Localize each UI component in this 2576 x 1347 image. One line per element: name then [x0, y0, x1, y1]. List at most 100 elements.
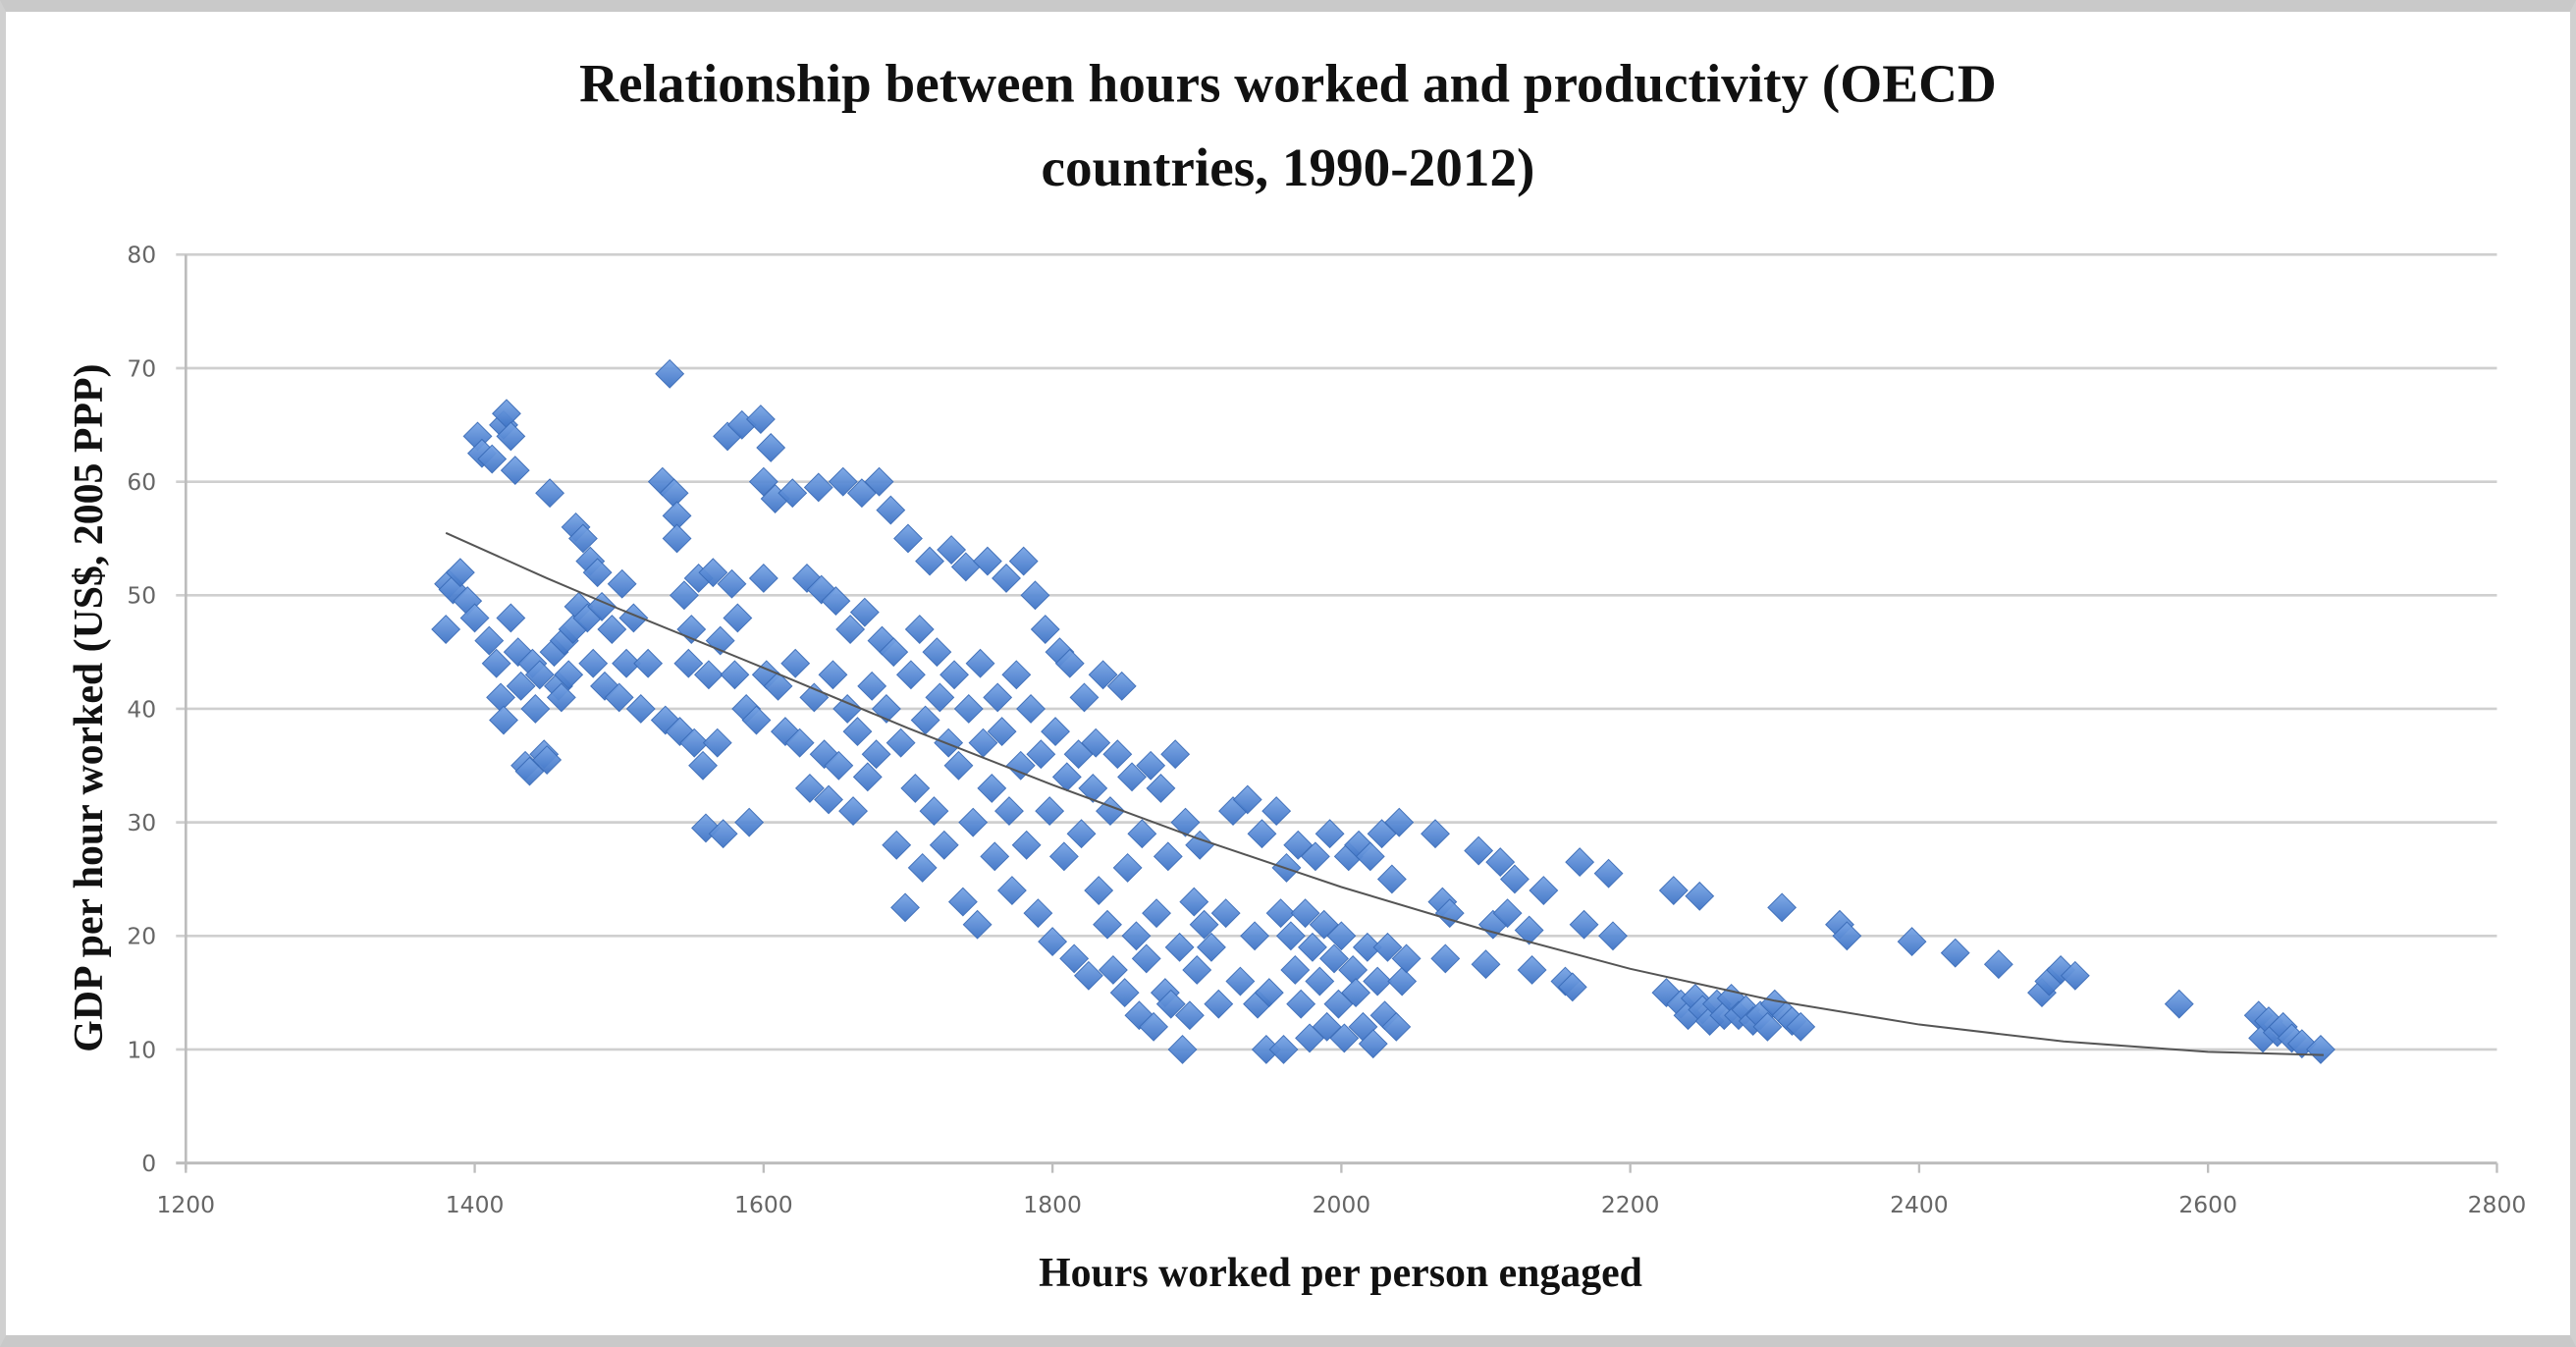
y-tick-label: 0 [141, 1150, 156, 1177]
data-point-diamond [1069, 682, 1100, 713]
data-point-diamond [1170, 807, 1201, 837]
y-tick-label: 70 [127, 354, 156, 382]
data-point-diamond [852, 762, 883, 792]
data-point-diamond [1109, 978, 1140, 1008]
y-axis-title: GDP per hour worked (US$, 2005 PPP) [67, 364, 112, 1052]
data-point-diamond [524, 660, 555, 690]
y-axis-ticks: 0 10 20 30 40 50 60 70 80 [127, 242, 156, 1177]
data-point-diamond [474, 625, 505, 656]
data-point-diamond [679, 727, 710, 758]
x-tick-label: 2800 [2468, 1191, 2527, 1218]
data-point-diamond [992, 564, 1021, 593]
x-tick-label: 2400 [1890, 1191, 1949, 1218]
data-point-diamond [814, 784, 843, 815]
data-point-diamond [1167, 1035, 1198, 1064]
data-point-diamond [1247, 819, 1277, 849]
data-point-diamond [1363, 966, 1393, 997]
data-point-diamond [803, 472, 833, 503]
data-point-diamond [597, 615, 627, 644]
data-point-diamond [745, 404, 776, 434]
data-point-diamond [708, 819, 738, 849]
data-point-diamond [1569, 909, 1599, 940]
data-point-diamond [1038, 927, 1068, 957]
data-point-diamond [1265, 898, 1296, 929]
data-point-diamond [1139, 1011, 1169, 1042]
x-axis-ticks: 1200 1400 1600 1800 2000 2200 2400 2600 2800 [157, 1162, 2527, 1218]
data-point-diamond [972, 546, 1002, 576]
data-point-diamond [1182, 955, 1212, 985]
data-point-diamond [1326, 921, 1357, 951]
data-point-diamond [1096, 796, 1125, 826]
data-point-diamond [842, 717, 873, 747]
data-point-diamond [1315, 819, 1345, 849]
data-point-diamond [1290, 898, 1320, 929]
x-tick-label: 2000 [1313, 1191, 1371, 1218]
data-point-diamond [1384, 807, 1415, 837]
data-point-diamond [514, 756, 545, 786]
data-point-diamond [1430, 943, 1461, 974]
data-point-diamond [1189, 909, 1219, 940]
data-point-diamond [780, 648, 811, 678]
data-point-diamond [1048, 841, 1079, 872]
data-point-diamond [720, 660, 750, 690]
data-point-diamond [890, 892, 920, 923]
data-point-diamond [784, 727, 815, 758]
data-point-diamond [846, 478, 877, 509]
x-tick-label: 2200 [1601, 1191, 1660, 1218]
data-point-diamond [1309, 909, 1339, 940]
data-point-diamond [1084, 876, 1114, 905]
data-point-diamond [778, 478, 808, 509]
y-tick-label: 30 [127, 809, 156, 836]
data-point-diamond [824, 750, 854, 781]
data-point-diamond [756, 433, 786, 462]
data-point-diamond [1651, 978, 1682, 1008]
data-point-diamond [1131, 943, 1161, 974]
data-point-diamond [1471, 949, 1501, 980]
data-point-diamond [698, 558, 728, 588]
data-point-diamond [496, 421, 526, 452]
data-point-diamond [910, 705, 940, 735]
data-point-diamond [445, 558, 475, 588]
data-point-diamond [1983, 949, 2013, 980]
data-point-diamond [459, 603, 490, 633]
data-point-diamond [1011, 830, 1042, 860]
data-point-diamond [1275, 921, 1306, 951]
data-point-diamond [1041, 717, 1070, 747]
x-tick-label: 1200 [157, 1191, 216, 1218]
data-point-diamond [1387, 966, 1418, 997]
data-point-diamond [1268, 1035, 1299, 1064]
data-point-diamond [2060, 960, 2090, 991]
data-point-diamond [1093, 909, 1122, 940]
data-point-diamond [1030, 615, 1060, 644]
data-point-diamond [554, 660, 584, 690]
data-point-diamond [1514, 915, 1544, 945]
trendline [445, 531, 2324, 1056]
data-point-diamond [662, 523, 692, 554]
data-point-diamond [1059, 943, 1090, 974]
data-point-diamond [578, 648, 609, 678]
data-point-diamond [818, 660, 848, 690]
data-point-diamond [1421, 819, 1450, 849]
data-point-diamond [794, 774, 825, 803]
y-tick-label: 10 [127, 1036, 156, 1063]
data-point-diamond [953, 694, 984, 724]
data-point-diamond [879, 637, 909, 668]
data-point-diamond [1164, 932, 1195, 962]
data-point-diamond [857, 671, 887, 701]
data-point-diamond [1767, 892, 1798, 923]
data-point-diamond [1117, 762, 1147, 792]
data-point-diamond [477, 444, 508, 474]
data-point-diamond [1529, 876, 1559, 905]
y-tick-label: 60 [127, 468, 156, 496]
y-tick-label: 80 [127, 242, 156, 269]
data-point-diamond [1066, 819, 1097, 849]
data-point-diamond [496, 603, 526, 633]
data-point-diamond [1832, 921, 1862, 951]
data-point-diamond [1319, 943, 1349, 974]
data-point-diamond [1492, 898, 1523, 929]
data-point-diamond [567, 523, 598, 554]
data-point-diamond [1367, 819, 1397, 849]
data-point-diamond [799, 682, 830, 713]
data-point-diamond [806, 574, 836, 605]
